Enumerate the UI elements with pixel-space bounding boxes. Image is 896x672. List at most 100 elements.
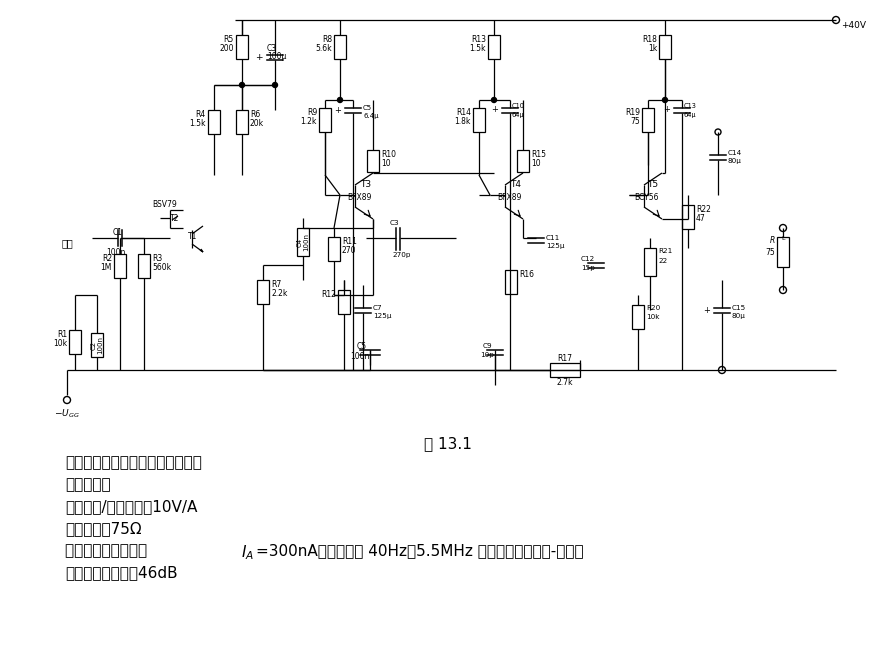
Text: R18: R18 xyxy=(642,35,657,44)
Text: 10k: 10k xyxy=(646,314,659,320)
Bar xyxy=(505,270,517,294)
Text: R2: R2 xyxy=(102,254,112,263)
Text: R8: R8 xyxy=(322,35,332,44)
Text: BSV79: BSV79 xyxy=(152,200,177,209)
Text: 噪声电压之比）：46dB: 噪声电压之比）：46dB xyxy=(65,565,177,580)
Text: C4
100n: C4 100n xyxy=(297,233,309,251)
Text: R17: R17 xyxy=(557,354,573,363)
Text: 125μ: 125μ xyxy=(373,313,392,319)
Text: 1.5k: 1.5k xyxy=(470,44,486,53)
Text: 270: 270 xyxy=(342,246,357,255)
Text: 1.2k: 1.2k xyxy=(301,117,317,126)
Text: 125μ: 125μ xyxy=(546,243,564,249)
Bar xyxy=(319,108,331,132)
Text: C10: C10 xyxy=(512,103,525,109)
Text: 1.5k: 1.5k xyxy=(189,119,206,128)
Text: 2.2k: 2.2k xyxy=(271,289,288,298)
Text: R5: R5 xyxy=(224,35,234,44)
Text: C2
100n: C2 100n xyxy=(90,336,104,354)
Text: R11: R11 xyxy=(342,237,357,246)
Text: 22: 22 xyxy=(658,258,668,264)
Bar xyxy=(367,150,379,172)
Text: BFX89: BFX89 xyxy=(347,193,371,202)
Text: 10p: 10p xyxy=(480,352,494,358)
Text: R1: R1 xyxy=(56,330,67,339)
Text: 技术参数：: 技术参数： xyxy=(65,477,110,492)
Text: 6.4μ: 6.4μ xyxy=(363,113,379,119)
Text: 输入: 输入 xyxy=(62,238,73,248)
Bar xyxy=(550,363,580,377)
Bar xyxy=(644,248,656,276)
Bar xyxy=(334,35,346,59)
Text: C5: C5 xyxy=(363,105,372,111)
Text: 100μ: 100μ xyxy=(267,52,287,61)
Text: +: + xyxy=(703,306,710,315)
Text: R20: R20 xyxy=(646,305,660,311)
Text: R10: R10 xyxy=(381,150,396,159)
Text: 64μ: 64μ xyxy=(512,112,525,118)
Bar xyxy=(236,35,248,59)
Text: +: + xyxy=(663,105,670,114)
Text: $I_A$: $I_A$ xyxy=(241,543,254,562)
Text: R22: R22 xyxy=(696,205,711,214)
Text: T5: T5 xyxy=(647,180,659,189)
Text: T4: T4 xyxy=(510,180,521,189)
Text: R19: R19 xyxy=(625,108,640,117)
Text: T3: T3 xyxy=(360,180,371,189)
Text: 75: 75 xyxy=(630,117,640,126)
Text: R12: R12 xyxy=(321,290,336,299)
Text: 输出电压/输入电流：10V/A: 输出电压/输入电流：10V/A xyxy=(65,499,197,514)
Text: 64μ: 64μ xyxy=(684,112,696,118)
Text: C1: C1 xyxy=(113,228,123,237)
Text: +: + xyxy=(255,53,263,62)
Text: BCY56: BCY56 xyxy=(634,193,659,202)
Text: C12: C12 xyxy=(581,256,595,262)
Text: +: + xyxy=(334,106,341,115)
Text: 560k: 560k xyxy=(152,263,171,272)
Text: C3: C3 xyxy=(267,44,277,53)
Bar xyxy=(328,237,340,261)
Text: 80μ: 80μ xyxy=(732,313,745,319)
Bar xyxy=(777,237,789,267)
Bar xyxy=(473,108,485,132)
Bar xyxy=(114,254,126,278)
Circle shape xyxy=(272,83,278,87)
Bar xyxy=(632,305,644,329)
Text: R13: R13 xyxy=(471,35,486,44)
Text: R14: R14 xyxy=(456,108,471,117)
Text: C13: C13 xyxy=(684,103,697,109)
Text: T2: T2 xyxy=(170,214,179,223)
Text: 80μ: 80μ xyxy=(728,158,742,164)
Text: 1.8k: 1.8k xyxy=(454,117,471,126)
Circle shape xyxy=(239,83,245,87)
Text: =300nA、频率范围 40Hz～5.5MHz 情况下输出电压峰-峰值与: =300nA、频率范围 40Hz～5.5MHz 情况下输出电压峰-峰值与 xyxy=(256,543,583,558)
Text: +40V: +40V xyxy=(841,21,866,30)
Text: 100n: 100n xyxy=(107,248,125,257)
Bar xyxy=(488,35,500,59)
Text: R3: R3 xyxy=(152,254,162,263)
Text: $-U_{GG}$: $-U_{GG}$ xyxy=(54,408,80,421)
Text: C7: C7 xyxy=(373,305,383,311)
Text: C3: C3 xyxy=(389,220,399,226)
Bar xyxy=(69,330,81,354)
Text: R9: R9 xyxy=(306,108,317,117)
Text: R: R xyxy=(770,236,775,245)
Bar xyxy=(91,333,103,357)
Text: 200: 200 xyxy=(220,44,234,53)
Bar xyxy=(517,150,529,172)
Bar xyxy=(338,290,350,314)
Bar xyxy=(642,108,654,132)
Text: R6: R6 xyxy=(250,110,260,119)
Text: R15: R15 xyxy=(531,150,546,159)
Text: C5: C5 xyxy=(357,342,367,351)
Text: 信噪比（在信号电流: 信噪比（在信号电流 xyxy=(65,543,152,558)
Text: C15: C15 xyxy=(732,305,746,311)
Text: R4: R4 xyxy=(195,110,206,119)
Text: 47: 47 xyxy=(696,214,706,223)
Circle shape xyxy=(662,97,668,103)
Text: 100n: 100n xyxy=(350,352,370,361)
Bar xyxy=(138,254,150,278)
Text: 10: 10 xyxy=(531,159,540,168)
Text: 10k: 10k xyxy=(53,339,67,348)
Bar xyxy=(297,228,309,256)
